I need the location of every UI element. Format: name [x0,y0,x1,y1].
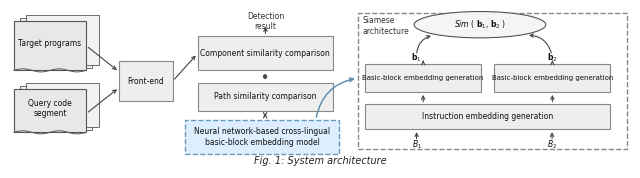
FancyBboxPatch shape [198,36,333,70]
Text: $\mathbf{b}_2$: $\mathbf{b}_2$ [547,52,557,64]
FancyBboxPatch shape [119,61,173,101]
Text: Fig. 1: System architecture: Fig. 1: System architecture [253,156,387,166]
Text: Front-end: Front-end [127,77,164,86]
FancyBboxPatch shape [26,15,99,65]
Text: Query code
segment: Query code segment [28,99,72,118]
Text: $\mathbf{b}_1$: $\mathbf{b}_1$ [412,52,422,64]
Text: Basic-block embedding generation: Basic-block embedding generation [362,75,484,81]
FancyBboxPatch shape [20,18,92,68]
FancyBboxPatch shape [14,21,86,70]
FancyBboxPatch shape [365,64,481,92]
Text: $B_1$: $B_1$ [412,138,422,151]
Text: Siamese
architecture: Siamese architecture [363,16,410,36]
FancyBboxPatch shape [198,83,333,111]
Text: Instruction embedding generation: Instruction embedding generation [422,112,554,121]
Text: $B_2$: $B_2$ [547,138,557,151]
FancyBboxPatch shape [494,64,611,92]
FancyBboxPatch shape [185,120,339,154]
Text: Path similarity comparison: Path similarity comparison [214,92,316,101]
Text: Basic-block embedding generation: Basic-block embedding generation [492,75,613,81]
FancyBboxPatch shape [26,83,99,127]
Text: $\mathit{Sim}$ ( $\mathbf{b}_1$, $\mathbf{b}_2$ ): $\mathit{Sim}$ ( $\mathbf{b}_1$, $\mathb… [454,19,506,31]
Text: Target programs: Target programs [19,39,81,48]
Text: Component similarity comparison: Component similarity comparison [200,49,330,58]
FancyBboxPatch shape [365,104,611,129]
FancyBboxPatch shape [20,86,92,130]
FancyBboxPatch shape [14,89,86,132]
Ellipse shape [414,12,546,38]
Text: Detection
result: Detection result [247,12,284,31]
Text: Neural network-based cross-lingual
basic-block embedding model: Neural network-based cross-lingual basic… [194,127,330,147]
